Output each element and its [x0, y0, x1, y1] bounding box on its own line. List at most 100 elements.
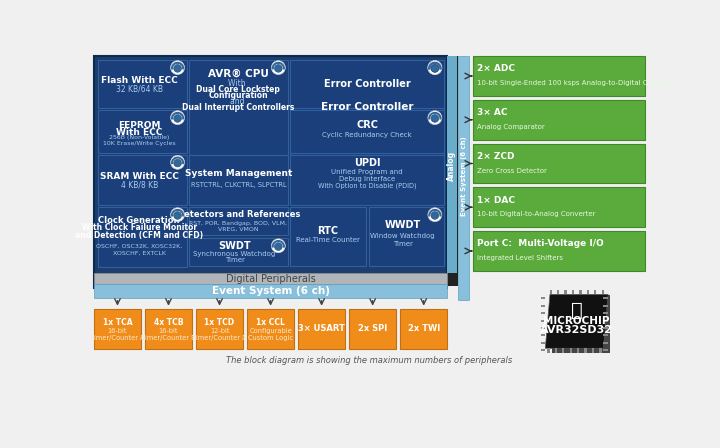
Bar: [447, 56, 456, 273]
Text: 4x TCB: 4x TCB: [154, 318, 184, 327]
Text: SWDT: SWDT: [218, 241, 251, 250]
Bar: [592, 348, 594, 353]
Bar: [447, 56, 458, 286]
Bar: [577, 348, 580, 353]
Text: AVR32SD32: AVR32SD32: [540, 325, 613, 335]
Bar: [189, 155, 287, 206]
Text: Debug Interface: Debug Interface: [339, 176, 395, 181]
Circle shape: [174, 159, 181, 167]
Bar: [603, 319, 608, 322]
Text: Zero Cross Detector: Zero Cross Detector: [477, 168, 546, 174]
Circle shape: [428, 111, 442, 125]
Bar: [473, 100, 645, 140]
Text: System Management: System Management: [185, 169, 292, 178]
Text: Clock Generation: Clock Generation: [99, 215, 180, 224]
Bar: [369, 207, 444, 266]
Bar: [196, 309, 243, 349]
Circle shape: [431, 65, 438, 72]
Bar: [98, 207, 187, 267]
Text: 16-bit
Timer/Counter B: 16-bit Timer/Counter B: [141, 328, 196, 341]
Text: Ⓜ: Ⓜ: [571, 301, 582, 320]
Text: 3× USART: 3× USART: [298, 324, 345, 333]
Bar: [541, 327, 545, 329]
Text: and Detection (CFM and CFD): and Detection (CFM and CFD): [75, 231, 203, 240]
Circle shape: [431, 211, 438, 219]
Bar: [94, 309, 141, 349]
Text: Analog Comparator: Analog Comparator: [477, 124, 544, 130]
Bar: [473, 56, 645, 96]
Bar: [94, 56, 447, 288]
Bar: [541, 319, 545, 322]
Text: Real-Time Counter: Real-Time Counter: [296, 237, 360, 243]
Bar: [547, 348, 549, 353]
Text: Cyclic Redundancy Check: Cyclic Redundancy Check: [322, 132, 412, 138]
Bar: [541, 305, 545, 307]
Circle shape: [171, 208, 184, 222]
Circle shape: [428, 60, 442, 74]
Circle shape: [431, 115, 438, 122]
Bar: [603, 342, 608, 344]
Bar: [189, 207, 287, 235]
Text: Event System (6 ch): Event System (6 ch): [461, 137, 467, 216]
Text: Window Watchdog: Window Watchdog: [370, 233, 435, 239]
Text: Error Controller: Error Controller: [321, 102, 413, 112]
Bar: [473, 143, 645, 183]
Circle shape: [274, 243, 282, 250]
Text: Digital Peripherals: Digital Peripherals: [225, 274, 315, 284]
Bar: [247, 309, 294, 349]
Text: 1x TCA: 1x TCA: [103, 318, 132, 327]
Bar: [98, 60, 187, 108]
Circle shape: [271, 60, 285, 74]
Bar: [564, 290, 567, 294]
Text: 2x SPI: 2x SPI: [358, 324, 387, 333]
Text: 2× ADC: 2× ADC: [477, 65, 515, 73]
Bar: [98, 155, 187, 206]
Bar: [587, 290, 589, 294]
Bar: [562, 348, 564, 353]
Bar: [549, 290, 552, 294]
Text: Configurable
Custom Logic: Configurable Custom Logic: [248, 328, 293, 341]
Text: Timer: Timer: [225, 257, 245, 263]
Text: Unified Program and: Unified Program and: [331, 169, 403, 175]
Text: Synchronous Watchdog: Synchronous Watchdog: [194, 251, 276, 257]
Text: 3× AC: 3× AC: [477, 108, 507, 117]
Bar: [290, 110, 444, 153]
Circle shape: [174, 211, 181, 219]
Circle shape: [428, 60, 442, 74]
Bar: [603, 327, 608, 329]
Text: AVR® CPU: AVR® CPU: [208, 69, 269, 79]
Text: MICROCHIP: MICROCHIP: [544, 316, 610, 326]
Bar: [189, 238, 287, 266]
Circle shape: [271, 239, 285, 253]
Bar: [290, 60, 444, 108]
Text: Flash With ECC: Flash With ECC: [101, 76, 178, 85]
Text: 1x CCL: 1x CCL: [256, 318, 285, 327]
Bar: [541, 342, 545, 344]
Text: 1× DAC: 1× DAC: [477, 195, 515, 205]
Bar: [98, 110, 187, 153]
Text: With Clock Failure Monitor: With Clock Failure Monitor: [81, 223, 197, 232]
Text: 32 KB/64 KB: 32 KB/64 KB: [116, 84, 163, 93]
Text: EEPROM: EEPROM: [118, 121, 161, 130]
Bar: [400, 309, 447, 349]
Bar: [96, 58, 445, 273]
Circle shape: [174, 115, 181, 122]
Text: Configuration: Configuration: [209, 91, 269, 100]
Bar: [94, 284, 447, 298]
Text: RST, POR, Bandgap, BOD, VLM,: RST, POR, Bandgap, BOD, VLM,: [189, 221, 287, 226]
Text: VREG, VMON: VREG, VMON: [218, 227, 258, 232]
Text: and: and: [230, 97, 247, 106]
Text: 10-bit Single-Ended 100 ksps Analog-to-Digital Converter: 10-bit Single-Ended 100 ksps Analog-to-D…: [477, 80, 678, 86]
Text: 16-bit
Timer/Counter A: 16-bit Timer/Counter A: [90, 328, 145, 341]
Bar: [290, 207, 366, 266]
Text: 2x TWI: 2x TWI: [408, 324, 440, 333]
Text: 4 KB/8 KB: 4 KB/8 KB: [120, 181, 158, 190]
Text: 1x TCD: 1x TCD: [204, 318, 235, 327]
Bar: [601, 290, 604, 294]
Text: Error Controller: Error Controller: [324, 79, 410, 89]
Text: RSTCTRL, CLKCTRL, SLPCTRL: RSTCTRL, CLKCTRL, SLPCTRL: [191, 181, 287, 188]
Bar: [594, 290, 596, 294]
Text: OSCHF, OSC32K, XOSC32K,: OSCHF, OSC32K, XOSC32K,: [96, 244, 182, 249]
Bar: [603, 334, 608, 336]
Bar: [189, 60, 287, 155]
